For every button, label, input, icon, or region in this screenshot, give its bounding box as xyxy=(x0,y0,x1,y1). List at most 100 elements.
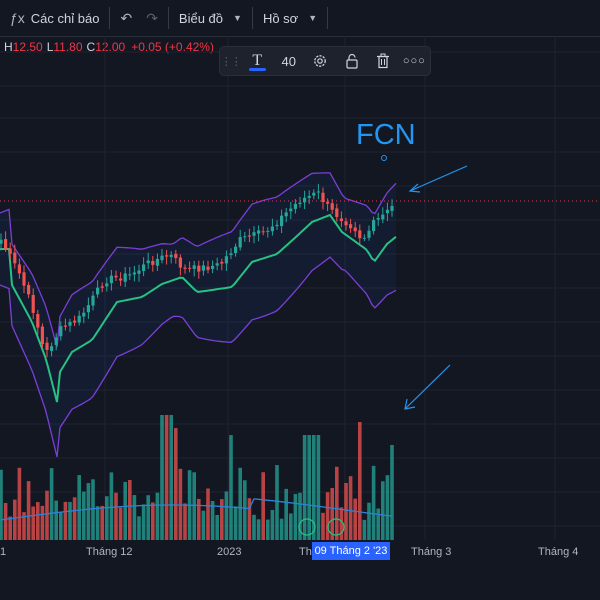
candle-body xyxy=(289,208,293,212)
candle-body xyxy=(82,312,86,317)
volume-bar xyxy=(325,492,330,540)
volume-bar xyxy=(13,499,17,540)
bollinger-upper-band xyxy=(0,172,397,348)
volume-bar xyxy=(353,498,357,540)
candle-body xyxy=(215,263,219,266)
chevron-down-icon: ▼ xyxy=(233,13,242,23)
candle-body xyxy=(169,254,173,258)
candle-body xyxy=(358,230,362,239)
candle-body xyxy=(4,239,8,249)
volume-bar xyxy=(256,519,261,540)
candle-body xyxy=(266,230,270,232)
volume-bar xyxy=(155,492,160,540)
volume-bar xyxy=(169,415,173,540)
volume-bar xyxy=(59,512,63,540)
candle-body xyxy=(13,252,17,264)
fcn-text-annotation[interactable]: FCN xyxy=(356,119,416,151)
candle-body xyxy=(330,203,334,210)
volume-bar xyxy=(201,510,206,540)
candle-body xyxy=(160,255,164,261)
close-value: 12.00 xyxy=(95,40,126,54)
unlock-icon xyxy=(345,53,358,69)
candle-body xyxy=(257,230,261,234)
volume-bar xyxy=(289,513,293,540)
arrow-annotation xyxy=(408,165,468,193)
x-axis-label: Tháng 12 xyxy=(86,546,133,558)
volume-bar xyxy=(0,469,3,540)
volume-bar xyxy=(192,472,196,540)
candle-body xyxy=(367,230,371,238)
drag-handle-icon[interactable]: ⋮⋮ xyxy=(220,55,242,68)
candle-body xyxy=(307,195,311,198)
volume-bar xyxy=(95,506,100,540)
candle-body xyxy=(376,218,380,220)
volume-bar xyxy=(151,502,155,540)
candle-body xyxy=(119,278,123,281)
settings-button[interactable] xyxy=(304,46,335,76)
chart-type-dropdown[interactable]: Biểu đồ ▼ xyxy=(169,0,252,36)
candle-body xyxy=(63,325,67,327)
candle-body xyxy=(188,267,192,269)
lock-button[interactable] xyxy=(336,46,367,76)
volume-bar xyxy=(385,475,390,540)
candle-body xyxy=(293,203,297,209)
undo-redo-group: ↶ ↷ xyxy=(110,0,167,36)
candle-body xyxy=(174,253,178,259)
candle-body xyxy=(31,294,35,313)
volume-bar xyxy=(243,480,247,540)
more-button[interactable]: ○○○ xyxy=(399,46,430,76)
moving-average-line xyxy=(0,213,397,403)
candle-body xyxy=(234,246,238,253)
candle-body xyxy=(151,260,155,265)
candle-body xyxy=(8,248,12,254)
low-value: 11.80 xyxy=(53,40,83,54)
volume-bar xyxy=(137,516,141,540)
indicators-button[interactable]: ƒx Các chỉ báo xyxy=(0,0,109,36)
volume-bar xyxy=(109,472,114,540)
candle-body xyxy=(206,266,210,270)
drawing-toolbar: ⋮⋮ T 40 ○○○ xyxy=(219,46,431,76)
volume-bar xyxy=(77,475,81,540)
indicators-label: Các chỉ báo xyxy=(30,10,100,26)
delete-button[interactable] xyxy=(367,46,398,76)
volume-bar xyxy=(183,503,187,540)
toolbar-divider xyxy=(251,7,253,29)
candle-body xyxy=(298,202,302,204)
candle-body xyxy=(77,315,81,323)
profile-dropdown[interactable]: Hồ sơ ▼ xyxy=(253,0,327,36)
x-axis-label: Tháng 3 xyxy=(411,546,452,558)
candle-body xyxy=(362,237,366,239)
undo-icon[interactable]: ↶ xyxy=(120,9,133,26)
volume-bar xyxy=(312,435,316,540)
volume-bar xyxy=(63,501,68,540)
font-size-button[interactable]: 40 xyxy=(273,46,304,76)
volume-bar xyxy=(376,508,380,540)
text-color-button[interactable]: T xyxy=(242,46,273,76)
volume-bar xyxy=(118,507,123,540)
volume-bar xyxy=(302,435,307,540)
x-axis-label: 1 xyxy=(0,546,7,558)
candle-body xyxy=(339,218,343,222)
volume-bars xyxy=(0,415,394,540)
candle-body xyxy=(36,314,40,328)
more-icon: ○○○ xyxy=(402,55,426,67)
volume-bar xyxy=(238,467,242,540)
volume-bar xyxy=(206,488,210,540)
candle-body xyxy=(45,342,49,350)
candle-body xyxy=(238,237,242,248)
candle-body xyxy=(385,209,389,214)
volume-bar xyxy=(174,428,178,540)
candle-body xyxy=(22,272,26,286)
candle-body xyxy=(280,215,284,227)
volume-bar xyxy=(3,502,8,540)
volume-bar xyxy=(321,512,325,540)
gear-icon xyxy=(314,55,326,67)
toolbar-divider xyxy=(327,7,329,29)
volume-bar xyxy=(316,435,321,540)
candle-body xyxy=(220,261,224,264)
volume-bar xyxy=(26,481,31,540)
volume-bar xyxy=(45,490,49,540)
font-size-value: 40 xyxy=(281,53,296,69)
redo-icon[interactable]: ↷ xyxy=(146,9,158,26)
